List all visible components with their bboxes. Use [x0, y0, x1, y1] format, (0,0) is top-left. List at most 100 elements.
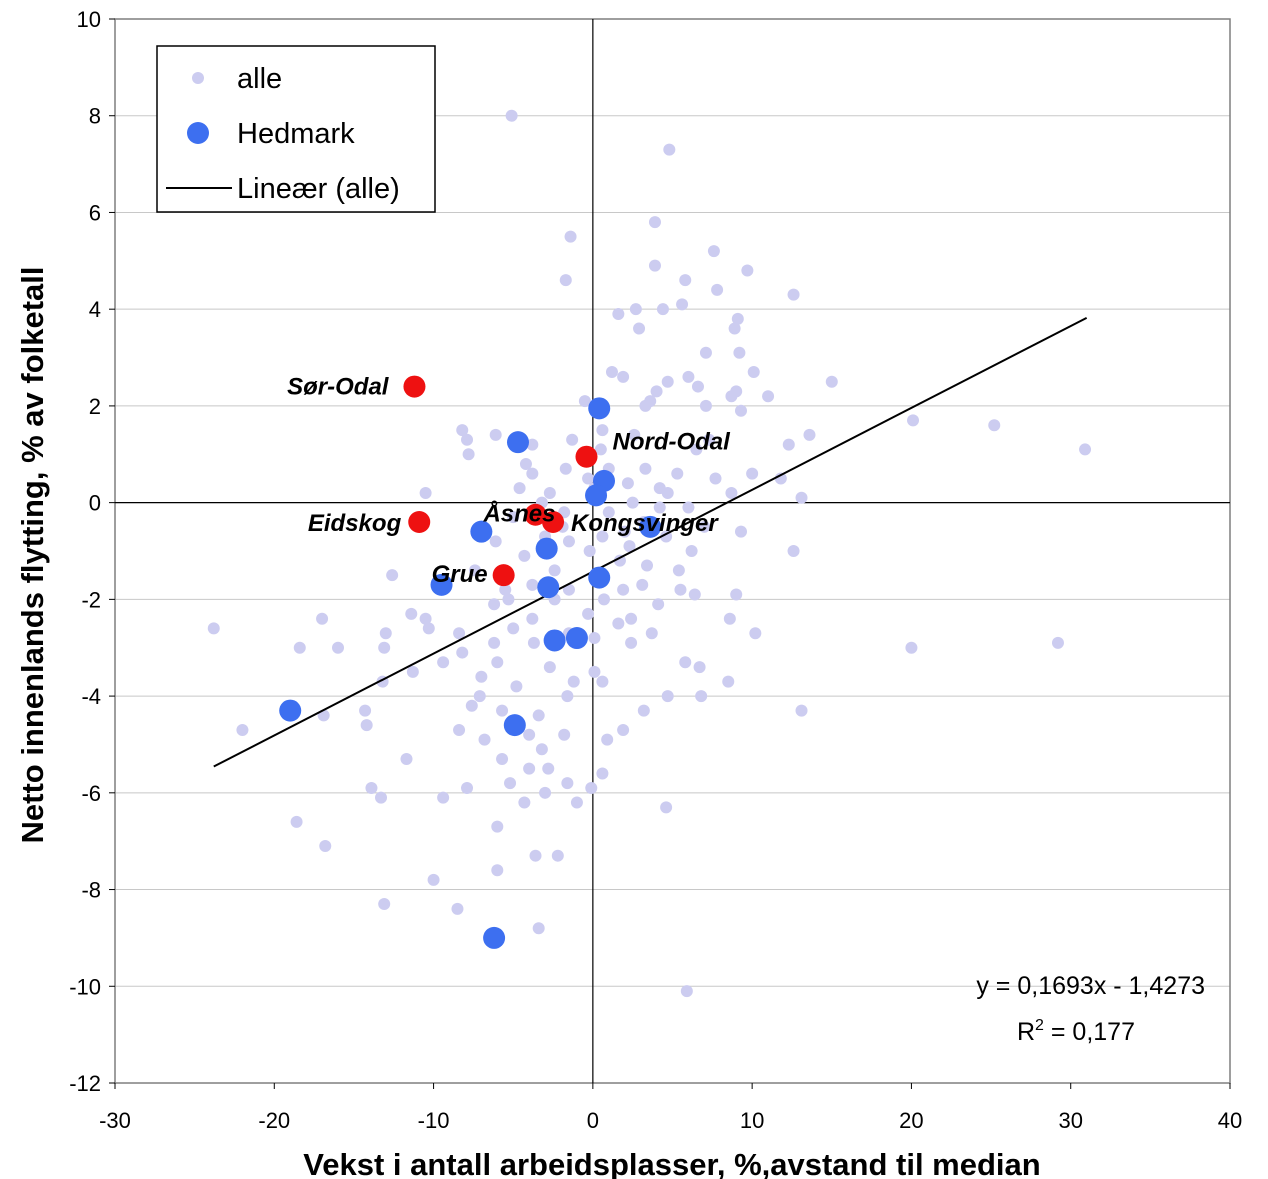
- alle-point-129: [316, 612, 329, 625]
- annotation-0: Sør-Odal: [287, 374, 390, 401]
- alle-point-135: [456, 646, 469, 659]
- hedmark-point-5: [639, 515, 662, 538]
- alle-point-66: [419, 486, 432, 499]
- alle-point-35: [734, 404, 747, 417]
- series-alle: [207, 109, 1092, 998]
- alle-point-132: [488, 636, 501, 649]
- alle-point-145: [693, 661, 706, 674]
- y-tick-label-1: 8: [89, 104, 101, 129]
- alle-point-178: [504, 777, 517, 790]
- alle-point-23: [682, 370, 695, 383]
- alle-point-34: [639, 399, 652, 412]
- alle-point-81: [618, 525, 631, 538]
- alle-point-58: [526, 467, 539, 480]
- alle-point-131: [625, 636, 638, 649]
- x-axis-title: Vekst i antall arbeidsplasser, %,avstand…: [303, 1147, 1040, 1179]
- alle-point-77: [507, 511, 520, 524]
- alle-point-57: [746, 467, 759, 480]
- alle-point-73: [653, 501, 666, 514]
- alle-point-158: [496, 704, 509, 717]
- alle-point-74: [682, 501, 695, 514]
- alle-point-96: [468, 564, 481, 577]
- hedmark-point-1: [506, 431, 529, 454]
- alle-point-72: [626, 496, 639, 509]
- alle-point-112: [652, 598, 665, 611]
- alle-point-93: [613, 554, 626, 567]
- hedmark-point-11: [565, 627, 588, 650]
- alle-point-13: [656, 303, 669, 316]
- plot-border: [114, 18, 1231, 1084]
- alle-point-21: [617, 370, 630, 383]
- alle-point-111: [598, 593, 611, 606]
- alle-point-190: [491, 820, 504, 833]
- alle-point-18: [699, 346, 712, 359]
- alle-point-126: [749, 627, 762, 640]
- alle-point-116: [625, 612, 638, 625]
- alle-point-48: [690, 443, 703, 456]
- highlighted-point-1: [575, 445, 598, 468]
- alle-point-38: [456, 424, 469, 437]
- trend-equation: y = 0,1693x - 1,4273: [976, 972, 1205, 1000]
- alle-point-97: [672, 564, 685, 577]
- x-tick-label-0: -30: [99, 1108, 131, 1133]
- alle-point-159: [359, 704, 372, 717]
- alle-point-165: [453, 723, 466, 736]
- y-tick-label-10: -10: [69, 974, 101, 999]
- alle-point-133: [527, 636, 540, 649]
- alle-point-10: [787, 288, 800, 301]
- alle-point-114: [405, 607, 418, 620]
- hedmark-point-12: [279, 699, 302, 722]
- alle-point-167: [523, 728, 536, 741]
- alle-point-14: [612, 308, 625, 321]
- x-tick-label-6: 30: [1058, 1108, 1082, 1133]
- alle-point-181: [585, 781, 598, 794]
- alle-point-173: [496, 752, 509, 765]
- alle-point-188: [660, 801, 673, 814]
- alle-point-195: [427, 873, 440, 886]
- alle-point-51: [1079, 443, 1092, 456]
- alle-point-55: [639, 462, 652, 475]
- alle-point-90: [583, 545, 596, 557]
- highlighted-point-0: [403, 375, 426, 398]
- alle-point-37: [988, 419, 1001, 432]
- y-tick-label-8: -6: [81, 781, 101, 806]
- alle-point-124: [645, 627, 658, 640]
- alle-point-197: [451, 902, 464, 915]
- x-tick-label-4: 10: [740, 1108, 764, 1133]
- legend-label-trend: Lineær (alle): [237, 173, 400, 205]
- alle-point-189: [290, 815, 303, 828]
- alle-point-193: [551, 849, 564, 862]
- alle-point-176: [542, 762, 555, 775]
- alle-point-60: [709, 472, 722, 485]
- r-squared-sup: 2: [1035, 1017, 1044, 1034]
- alle-point-175: [523, 762, 536, 775]
- alle-point-3: [564, 230, 577, 243]
- annotation-3: Åsnes: [482, 501, 555, 528]
- alle-point-152: [510, 680, 523, 693]
- alle-point-191: [319, 840, 332, 853]
- alle-point-166: [617, 723, 630, 736]
- x-tick-label-7: 40: [1218, 1108, 1242, 1133]
- alle-point-44: [566, 433, 579, 446]
- alle-point-163: [532, 709, 545, 722]
- y-tick-label-11: -12: [69, 1071, 101, 1096]
- alle-point-134: [293, 641, 306, 654]
- alle-point-130: [588, 632, 601, 645]
- x-tick-label-2: -10: [418, 1108, 450, 1133]
- y-axis-title: Netto innenlands flytting, % av folketal…: [15, 266, 50, 843]
- hedmark-point-6: [535, 537, 558, 560]
- legend-label-alle: alle: [237, 63, 282, 95]
- alle-point-177: [596, 767, 609, 780]
- alle-point-118: [419, 612, 432, 625]
- alle-point-140: [437, 656, 450, 669]
- annotation-2: Eidskog: [308, 510, 402, 537]
- alle-point-172: [535, 743, 548, 756]
- r-squared: R2 = 0,177: [1017, 1017, 1135, 1046]
- alle-point-50: [462, 448, 475, 461]
- alle-point-84: [596, 530, 609, 543]
- hedmark-point-10: [543, 629, 566, 652]
- alle-point-185: [518, 796, 531, 809]
- alle-point-174: [400, 752, 413, 765]
- alle-point-183: [437, 791, 450, 804]
